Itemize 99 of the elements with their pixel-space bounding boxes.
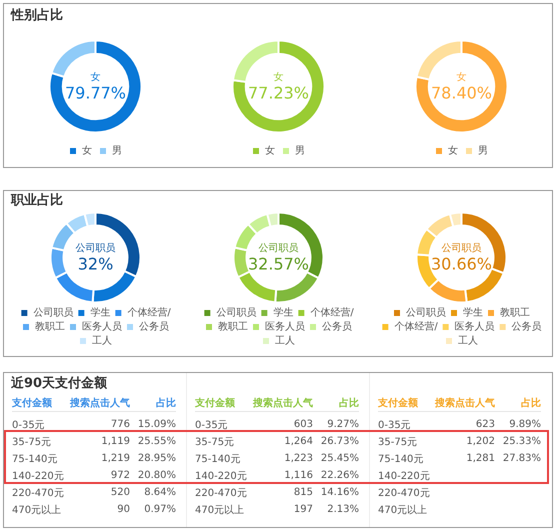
data-label: 9.89%: [508, 419, 541, 430]
category-label: 470元以上: [195, 504, 246, 516]
data-label: 9.27%: [326, 419, 359, 430]
category-label: 470元以上: [12, 504, 62, 516]
data-label: 79.77%: [64, 84, 126, 103]
legend-label: 男: [112, 146, 122, 157]
data-label: 26.73%: [320, 436, 359, 447]
data-label: 14.16%: [320, 487, 359, 498]
data-label: 25.33%: [502, 436, 541, 447]
data-label: 32.57%: [248, 254, 310, 274]
legend-label: 学生: [463, 306, 483, 319]
legend-label: 女: [265, 144, 275, 157]
legend-label: 工人: [92, 336, 112, 347]
legend-label: 教职工: [35, 322, 65, 333]
slice-label: 女: [90, 71, 100, 84]
legend-label: 占比: [338, 396, 359, 410]
data-label: 90: [116, 504, 130, 515]
data-label: 1,281: [465, 453, 495, 464]
data-label: 603: [292, 419, 313, 430]
legend-label: 教职工: [218, 322, 248, 333]
data-label: 0.97%: [143, 504, 176, 515]
category-label: 0-35元: [12, 418, 46, 432]
legend-label: 公务员: [322, 320, 352, 333]
legend-label: 公务员: [139, 320, 169, 333]
legend-label: 搜索点击人气: [434, 396, 495, 410]
data-label: 15.09%: [136, 419, 176, 430]
data-label: 2.13%: [326, 504, 359, 515]
legend-label: 公司职员: [216, 306, 256, 319]
data-label: 27.83%: [502, 453, 541, 464]
legend-label: 公司职员: [33, 306, 74, 319]
legend-label: 学生: [90, 306, 110, 319]
legend-label: 教职工: [500, 308, 530, 319]
category-label: 75-140元: [12, 452, 58, 466]
legend-label: 工人: [275, 336, 295, 347]
chart-title: 近90天支付金额: [11, 376, 108, 391]
data-label: 1,223: [283, 453, 313, 464]
data-label: 1,202: [465, 436, 495, 447]
data-label: 20.80%: [136, 470, 176, 481]
legend-label: 医务人员: [265, 320, 305, 333]
category-label: 75-140元: [378, 452, 424, 466]
data-label: 1,116: [283, 470, 313, 481]
legend-label: 工人: [458, 336, 478, 347]
data-label: 1,264: [283, 436, 313, 447]
data-label: 25.45%: [320, 453, 359, 464]
data-label: 78.40%: [430, 84, 492, 103]
category-label: 140-220元: [12, 470, 65, 482]
category-label: 35-75元: [12, 436, 52, 448]
category-label: 140-220元: [195, 470, 248, 482]
category-label: 220-470元: [12, 486, 65, 500]
data-label: 623: [474, 419, 495, 430]
text: 支付金额: [195, 398, 235, 409]
legend-label: 公司职员: [406, 306, 446, 319]
data-label: 77.23%: [248, 84, 310, 103]
chart-title: 职业占比: [11, 193, 63, 208]
data-label: 25.55%: [136, 436, 176, 447]
legend-label: 学生: [273, 306, 294, 319]
data-label: 776: [110, 419, 130, 430]
text: 支付金额: [378, 398, 418, 409]
data-label: 815: [292, 487, 313, 498]
data-label: 8.64%: [143, 487, 176, 498]
slice-label: 女: [274, 71, 284, 84]
slice-label: 公司职员: [76, 242, 116, 254]
data-label: 30.66%: [430, 254, 492, 274]
data-label: 972: [110, 470, 130, 481]
legend-label: 个体经营/: [127, 306, 172, 319]
category-label: 0-35元: [195, 418, 229, 432]
category-label: 140-220元: [378, 470, 431, 482]
slice-label: 女: [456, 71, 466, 84]
text: 支付金额: [12, 398, 52, 409]
legend-label: 占比: [520, 396, 541, 410]
slice-label: 公司职员: [442, 242, 482, 254]
legend-label: 搜索点击人气: [68, 396, 130, 410]
data-label: 1,219: [100, 453, 130, 464]
legend-label: 占比: [155, 396, 176, 410]
legend-label: 女: [448, 144, 458, 157]
legend-label: 男: [478, 146, 488, 157]
category-label: 35-75元: [378, 436, 418, 448]
data-label: 520: [110, 487, 130, 498]
legend-label: 男: [295, 146, 305, 157]
data-label: 22.26%: [320, 470, 359, 481]
legend-label: 搜索点击人气: [252, 396, 313, 410]
data-label: 32%: [78, 254, 114, 274]
category-label: 220-470元: [195, 486, 248, 500]
data-label: 1,119: [100, 436, 130, 447]
category-label: 0-35元: [378, 418, 412, 432]
legend-label: 个体经营/: [310, 306, 354, 319]
legend-label: 女: [82, 144, 92, 157]
legend-label: 个体经营/: [394, 320, 438, 333]
data-label: 28.95%: [136, 453, 176, 464]
legend-label: 公务员: [512, 320, 542, 333]
category-label: 220-470元: [378, 486, 431, 500]
data-label: 197: [292, 504, 313, 515]
category-label: 470元以上: [378, 504, 428, 516]
slice-label: 公司职员: [258, 242, 298, 254]
category-label: 35-75元: [195, 436, 236, 448]
legend-label: 医务人员: [82, 320, 122, 333]
legend-label: 医务人员: [454, 320, 495, 333]
chart-title: 性别占比: [11, 8, 63, 23]
category-label: 75-140元: [195, 452, 242, 466]
